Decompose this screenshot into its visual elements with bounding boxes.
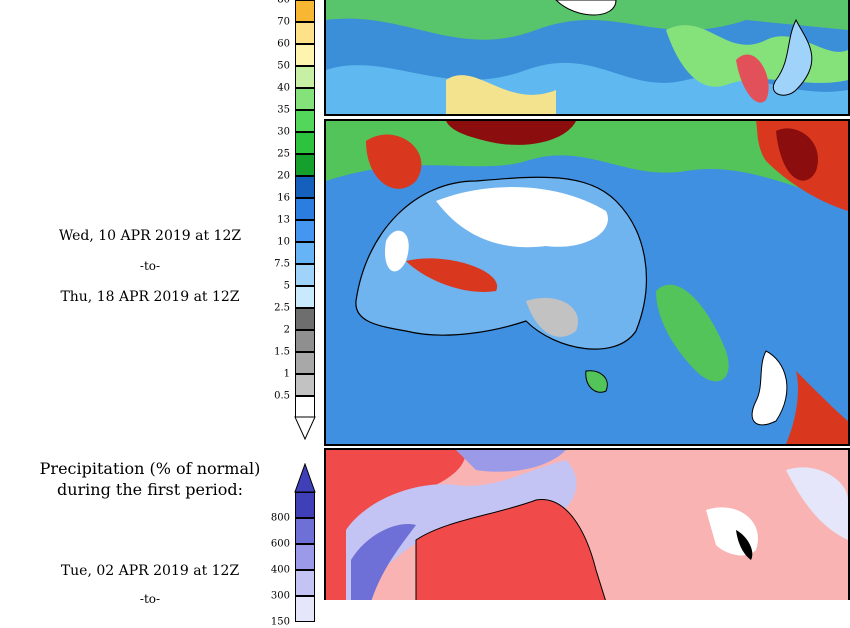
percent-scale-tick-label: 400 xyxy=(270,564,290,576)
precip-scale-cell xyxy=(295,110,315,132)
precip-scale-tick-label: 7.5 xyxy=(274,258,290,270)
precip-scale-cell xyxy=(295,154,315,176)
percent-scale-tick-label: 600 xyxy=(270,538,290,550)
precip-scale-cell xyxy=(295,198,315,220)
precip-scale-cell xyxy=(295,220,315,242)
precip-scale-tick-label: 0.5 xyxy=(274,390,290,402)
period-separator-label: -to- xyxy=(139,259,161,273)
precip-scale-tick-label: 10 xyxy=(277,236,290,248)
precip-scale-tick-label: 16 xyxy=(277,192,290,204)
percent-scale-cell xyxy=(295,518,315,544)
percent-scale-tick-label: 150 xyxy=(270,616,290,628)
precip-map-top-svg xyxy=(326,0,848,114)
precip-scale-tick-label: 20 xyxy=(277,170,290,182)
precip-scale-tick-label: 35 xyxy=(277,104,290,116)
period-end-label: Thu, 18 APR 2019 at 12Z xyxy=(60,289,240,305)
precip-scale-tick-label: 5 xyxy=(283,280,290,292)
precip-scale-cell xyxy=(295,66,315,88)
precip-scale-tick-label: 25 xyxy=(277,148,290,160)
precip-scale-tick-label: 2.5 xyxy=(274,302,290,314)
precip-scale-tick-label: 1 xyxy=(283,368,290,380)
percent-scale-tick-label: 800 xyxy=(270,512,290,524)
percent-period-start-label: Tue, 02 APR 2019 at 12Z xyxy=(60,563,240,579)
precip-scale-tick-label: 40 xyxy=(277,82,290,94)
precip-scale-cell xyxy=(295,308,315,330)
percent-title-line2: during the first period: xyxy=(56,480,244,499)
precip-scale-cell xyxy=(295,264,315,286)
percent-scale-cell xyxy=(295,492,315,518)
percent-period-separator-label: -to- xyxy=(139,592,161,606)
precip-scale-tick-label: 80 xyxy=(277,0,290,6)
precip-scale-cell xyxy=(295,44,315,66)
precip-map-top xyxy=(324,0,850,116)
precip-scale-cell xyxy=(295,22,315,44)
precip-scale-tick-label: 2 xyxy=(283,324,290,336)
precip-map-middle-svg xyxy=(326,121,848,444)
precip-scale-arrow-icon xyxy=(294,416,316,441)
percent-scale-arrow-icon xyxy=(294,463,316,493)
precip-scale-tick-label: 30 xyxy=(277,126,290,138)
precip-scale-tick-label: 1.5 xyxy=(274,346,290,358)
precip-scale-cell xyxy=(295,132,315,154)
precip-scale-tick-label: 60 xyxy=(277,38,290,50)
percent-map-bottom-svg xyxy=(326,450,848,600)
precip-scale-cell xyxy=(295,374,315,396)
precip-scale-tick-label: 70 xyxy=(277,16,290,28)
percent-scale-cell xyxy=(295,544,315,570)
precip-scale-cell xyxy=(295,286,315,308)
precip-map-middle xyxy=(324,119,850,446)
precip-scale-cell xyxy=(295,352,315,374)
percent-scale-tick-label: 300 xyxy=(270,590,290,602)
precip-scale-cell xyxy=(295,0,315,22)
precip-scale-cell xyxy=(295,330,315,352)
precip-scale-cell xyxy=(295,396,315,418)
percent-scale-cell xyxy=(295,570,315,596)
precip-scale-tick-label: 13 xyxy=(277,214,290,226)
precip-scale-cell xyxy=(295,176,315,198)
precip-scale-tick-label: 50 xyxy=(277,60,290,72)
percent-title-line1: Precipitation (% of normal) xyxy=(39,459,261,478)
period-start-label: Wed, 10 APR 2019 at 12Z xyxy=(58,228,242,244)
precip-scale-cell xyxy=(295,242,315,264)
percent-map-bottom xyxy=(324,448,850,600)
precip-scale-cell xyxy=(295,88,315,110)
